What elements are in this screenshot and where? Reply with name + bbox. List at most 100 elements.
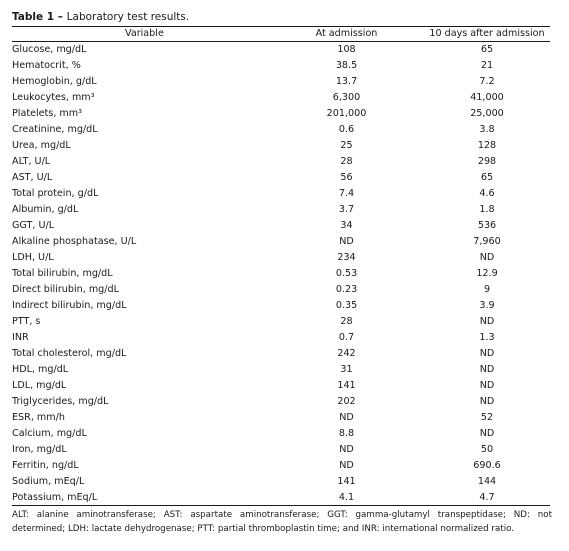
- cell-at-admission: ND: [339, 443, 354, 455]
- cell-at-admission: ND: [339, 459, 354, 471]
- cell-variable: Iron, mg/dL: [12, 443, 67, 455]
- cell-at-admission: 242: [337, 347, 356, 359]
- cell-10-days-after: 52: [480, 411, 494, 423]
- cell-variable: ESR, mm/h: [12, 411, 65, 423]
- cell-at-admission: 7.4: [338, 188, 355, 200]
- table-row: Direct bilirubin, mg/dL 0.23 9: [12, 282, 550, 298]
- cell-10-days-after: 7,960: [473, 236, 501, 248]
- table-row: HDL, mg/dL 31 ND: [12, 361, 550, 377]
- table-row: INR 0.7 1.3: [12, 329, 550, 345]
- cell-variable: INR: [12, 331, 29, 343]
- cell-10-days-after: 65: [480, 44, 494, 56]
- cell-variable: Glucose, mg/dL: [12, 44, 87, 56]
- cell-at-admission: 13.7: [335, 76, 358, 88]
- cell-variable: HDL, mg/dL: [12, 363, 69, 375]
- cell-10-days-after: 1.8: [479, 204, 495, 216]
- cell-10-days-after: 690.6: [473, 459, 501, 471]
- cell-10-days-after: 3.9: [479, 299, 495, 311]
- cell-10-days-after: ND: [479, 395, 495, 407]
- table-row: LDH, U/L 234 ND: [12, 250, 550, 266]
- cell-variable: Total cholesterol, mg/dL: [12, 347, 127, 359]
- table-row: LDL, mg/dL 141 ND: [12, 377, 550, 393]
- cell-variable: Sodium, mEq/L: [12, 475, 85, 487]
- cell-10-days-after: ND: [479, 252, 495, 264]
- cell-variable: PTT, s: [12, 315, 41, 327]
- table-row: Hematocrit, % 38.5 21: [12, 58, 550, 74]
- cell-variable: Albumin, g/dL: [12, 204, 79, 216]
- cell-at-admission: ND: [339, 236, 354, 248]
- cell-variable: Leukocytes, mm³: [12, 92, 95, 104]
- cell-at-admission: ND: [339, 411, 354, 423]
- cell-at-admission: 28: [340, 156, 353, 168]
- cell-variable: ALT, U/L: [12, 156, 51, 168]
- cell-10-days-after: ND: [479, 315, 495, 327]
- table-row: Glucose, mg/dL 108 65: [12, 42, 550, 58]
- cell-variable: Total protein, g/dL: [12, 188, 99, 200]
- cell-10-days-after: 3.8: [479, 124, 495, 136]
- cell-10-days-after: 4.7: [479, 491, 495, 503]
- table-row: Total cholesterol, mg/dL 242 ND: [12, 345, 550, 361]
- cell-at-admission: 6,300: [332, 92, 361, 104]
- cell-10-days-after: 65: [480, 172, 494, 184]
- table-row: Potassium, mEq/L 4.1 4.7: [12, 489, 550, 506]
- cell-at-admission: 4.1: [338, 491, 355, 503]
- cell-variable: Hemoglobin, g/dL: [12, 76, 97, 88]
- cell-at-admission: 38.5: [335, 60, 358, 72]
- table-row: GGT, U/L 34 536: [12, 218, 550, 234]
- cell-at-admission: 34: [340, 220, 353, 232]
- cell-10-days-after: ND: [479, 347, 495, 359]
- cell-at-admission: 25: [340, 140, 353, 152]
- cell-at-admission: 108: [337, 44, 356, 56]
- header-at-admission: At admission: [315, 28, 378, 39]
- cell-variable: Potassium, mEq/L: [12, 491, 98, 503]
- cell-variable: Indirect bilirubin, mg/dL: [12, 299, 127, 311]
- cell-at-admission: 141: [337, 379, 356, 391]
- table-row: Triglycerides, mg/dL 202 ND: [12, 393, 550, 409]
- cell-10-days-after: ND: [479, 379, 495, 391]
- cell-at-admission: 0.6: [338, 124, 355, 136]
- cell-at-admission: 3.7: [338, 204, 355, 216]
- cell-10-days-after: 144: [477, 475, 497, 487]
- table-caption-separator: –: [54, 11, 67, 23]
- cell-10-days-after: 536: [477, 220, 497, 232]
- cell-variable: Direct bilirubin, mg/dL: [12, 284, 119, 296]
- cell-variable: Creatinine, mg/dL: [12, 124, 98, 136]
- cell-variable: Platelets, mm³: [12, 108, 82, 120]
- cell-10-days-after: 9: [483, 284, 491, 296]
- table-row: ESR, mm/h ND 52: [12, 409, 550, 425]
- cell-variable: LDL, mg/dL: [12, 379, 67, 391]
- cell-at-admission: 234: [337, 252, 356, 264]
- cell-10-days-after: 25,000: [470, 108, 504, 120]
- table-row: Leukocytes, mm³ 6,300 41,000: [12, 90, 550, 106]
- table-row: Indirect bilirubin, mg/dL 0.35 3.9: [12, 298, 550, 314]
- lab-results-table: Variable At admission 10 days after admi…: [12, 26, 550, 506]
- table-row: Platelets, mm³ 201,000 25,000: [12, 106, 550, 122]
- table-row: ALT, U/L 28 298: [12, 154, 550, 170]
- cell-10-days-after: ND: [479, 427, 495, 439]
- cell-10-days-after: 21: [480, 60, 494, 72]
- cell-variable: LDH, U/L: [12, 252, 54, 264]
- table-row: Albumin, g/dL 3.7 1.8: [12, 202, 550, 218]
- cell-at-admission: 8.8: [338, 427, 355, 439]
- table-row: Iron, mg/dL ND 50: [12, 441, 550, 457]
- cell-variable: Ferritin, ng/dL: [12, 459, 79, 471]
- table-row: Alkaline phosphatase, U/L ND 7,960: [12, 234, 550, 250]
- table-row: PTT, s 28 ND: [12, 313, 550, 329]
- cell-at-admission: 56: [340, 172, 353, 184]
- cell-variable: Alkaline phosphatase, U/L: [12, 236, 137, 248]
- cell-variable: GGT, U/L: [12, 220, 55, 232]
- cell-at-admission: 141: [337, 475, 356, 487]
- cell-10-days-after: 1.3: [479, 331, 495, 343]
- table-row: Hemoglobin, g/dL 13.7 7.2: [12, 74, 550, 90]
- cell-at-admission: 0.35: [335, 299, 358, 311]
- cell-variable: Urea, mg/dL: [12, 140, 71, 152]
- cell-variable: Calcium, mg/dL: [12, 427, 87, 439]
- table-caption-text: Laboratory test results.: [66, 11, 190, 23]
- header-10-days-after: 10 days after admission: [429, 28, 545, 39]
- table-row: AST, U/L 56 65: [12, 170, 550, 186]
- cell-10-days-after: 7.2: [479, 76, 495, 88]
- table-row: Sodium, mEq/L 141 144: [12, 473, 550, 489]
- table-row: Creatinine, mg/dL 0.6 3.8: [12, 122, 550, 138]
- cell-at-admission: 0.53: [335, 268, 358, 280]
